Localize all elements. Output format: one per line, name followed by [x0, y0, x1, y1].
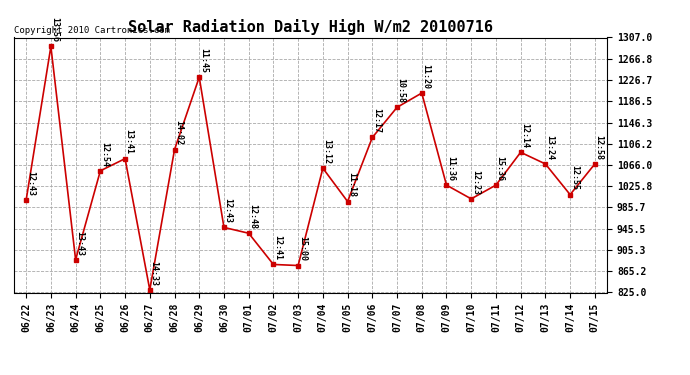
Title: Solar Radiation Daily High W/m2 20100716: Solar Radiation Daily High W/m2 20100716: [128, 19, 493, 35]
Text: 11:20: 11:20: [422, 64, 431, 89]
Text: 11:36: 11:36: [446, 156, 455, 181]
Text: Copyright 2010 Cartronics.com: Copyright 2010 Cartronics.com: [14, 26, 170, 35]
Text: 14:33: 14:33: [150, 261, 159, 286]
Text: 15:00: 15:00: [298, 236, 307, 261]
Text: 12:55: 12:55: [570, 165, 579, 190]
Text: 10:58: 10:58: [397, 78, 406, 103]
Text: 12:17: 12:17: [372, 108, 381, 134]
Text: 13:43: 13:43: [75, 231, 84, 255]
Text: 12:54: 12:54: [100, 142, 109, 166]
Text: 13:41: 13:41: [125, 129, 134, 154]
Text: 11:45: 11:45: [199, 48, 208, 73]
Text: 12:43: 12:43: [26, 171, 34, 196]
Text: 13:24: 13:24: [545, 135, 554, 160]
Text: 11:18: 11:18: [347, 172, 356, 197]
Text: 12:41: 12:41: [273, 235, 282, 260]
Text: 12:43: 12:43: [224, 198, 233, 223]
Text: 12:48: 12:48: [248, 204, 257, 229]
Text: 15:36: 15:36: [495, 156, 504, 181]
Text: 12:14: 12:14: [520, 123, 529, 148]
Text: 14:02: 14:02: [174, 120, 183, 146]
Text: 13:56: 13:56: [50, 17, 59, 42]
Text: 12:23: 12:23: [471, 170, 480, 195]
Text: 13:12: 13:12: [322, 139, 331, 164]
Text: 12:58: 12:58: [595, 135, 604, 160]
